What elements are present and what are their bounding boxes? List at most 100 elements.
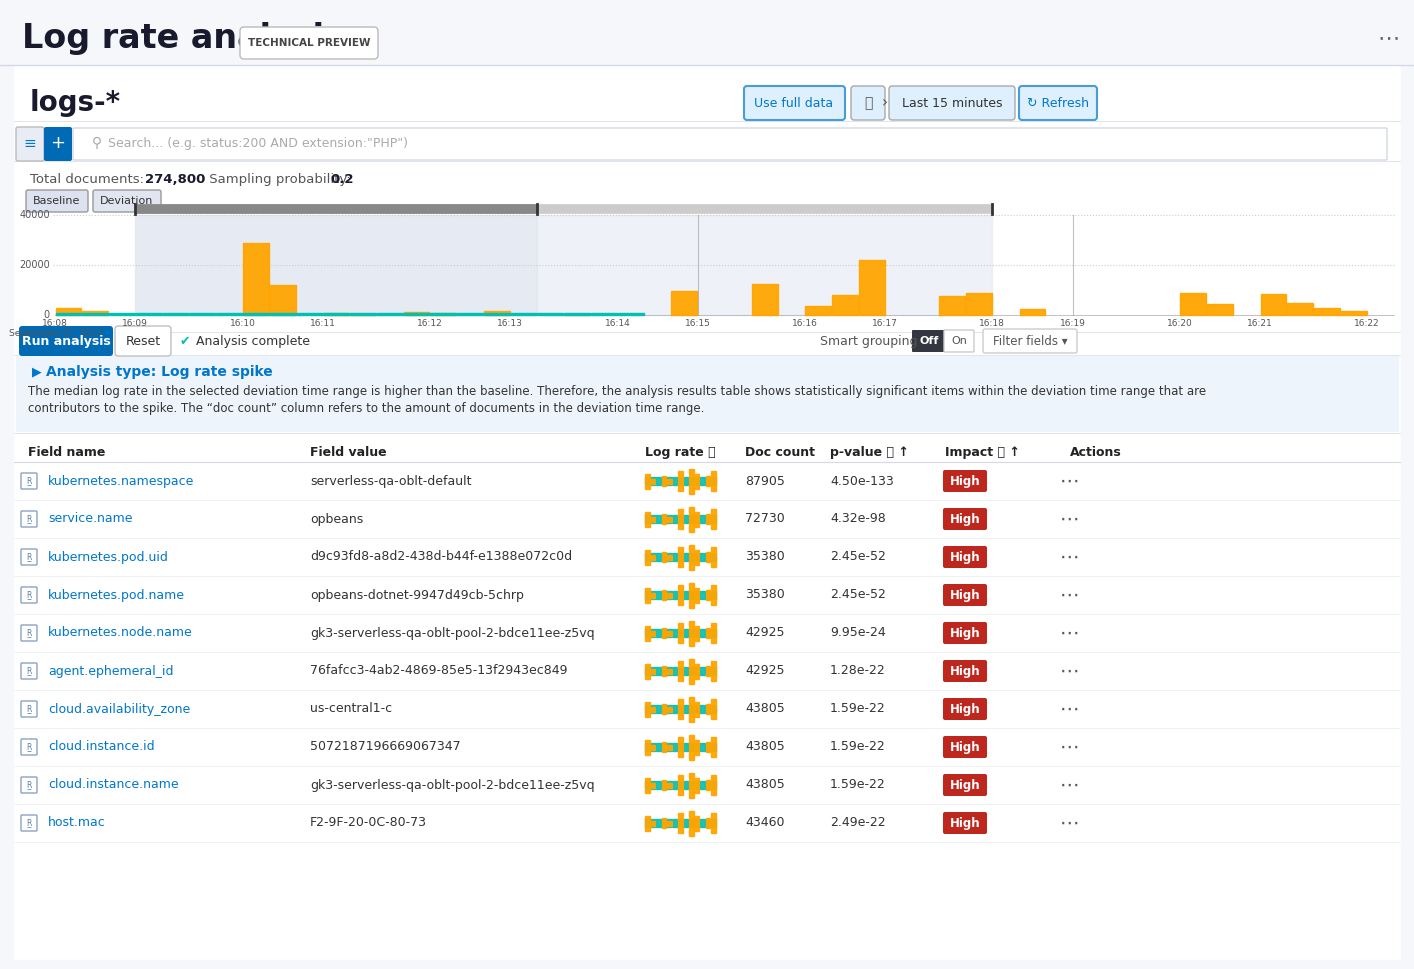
- Text: 1.59e-22: 1.59e-22: [830, 740, 885, 754]
- Text: Impact ⓘ ↑: Impact ⓘ ↑: [945, 446, 1019, 458]
- Bar: [677, 471, 683, 491]
- Bar: [351, 313, 376, 315]
- Bar: [650, 669, 655, 673]
- FancyBboxPatch shape: [21, 473, 37, 489]
- Bar: [706, 743, 710, 751]
- Bar: [677, 775, 683, 795]
- Bar: [711, 781, 715, 789]
- Bar: [673, 819, 677, 827]
- Bar: [706, 552, 710, 562]
- Bar: [677, 661, 683, 681]
- Bar: [270, 285, 296, 315]
- Bar: [656, 743, 660, 751]
- Bar: [662, 590, 666, 600]
- FancyBboxPatch shape: [943, 584, 987, 606]
- Bar: [297, 313, 322, 315]
- FancyBboxPatch shape: [16, 127, 44, 161]
- Bar: [650, 515, 655, 523]
- Bar: [700, 781, 704, 789]
- Text: 16:10: 16:10: [229, 319, 256, 328]
- Text: ⋯: ⋯: [1060, 510, 1080, 528]
- Bar: [667, 819, 672, 827]
- Bar: [656, 819, 660, 827]
- Text: ≡: ≡: [24, 136, 37, 150]
- Bar: [689, 735, 693, 760]
- FancyBboxPatch shape: [943, 698, 987, 720]
- Bar: [662, 476, 666, 486]
- Bar: [109, 313, 134, 315]
- Bar: [694, 549, 699, 565]
- Text: TECHNICAL PREVIEW: TECHNICAL PREVIEW: [247, 38, 370, 48]
- Bar: [677, 705, 683, 713]
- Bar: [243, 242, 269, 315]
- Bar: [662, 704, 666, 714]
- Text: Smart grouping: Smart grouping: [820, 334, 918, 348]
- Bar: [673, 629, 677, 637]
- Bar: [711, 515, 715, 523]
- Bar: [683, 553, 689, 561]
- Bar: [694, 629, 699, 637]
- FancyBboxPatch shape: [889, 86, 1015, 120]
- Bar: [662, 628, 666, 638]
- Text: 43460: 43460: [745, 817, 785, 829]
- Bar: [677, 591, 683, 599]
- Bar: [656, 781, 660, 789]
- Text: 35380: 35380: [745, 588, 785, 602]
- Text: High: High: [950, 740, 980, 754]
- FancyBboxPatch shape: [943, 622, 987, 644]
- Bar: [82, 313, 107, 315]
- Text: 16:19: 16:19: [1059, 319, 1086, 328]
- Bar: [667, 706, 672, 711]
- Text: ⋯: ⋯: [1060, 814, 1080, 832]
- Bar: [645, 702, 649, 716]
- Bar: [689, 477, 693, 485]
- Text: R̲: R̲: [27, 819, 31, 828]
- Bar: [656, 477, 660, 485]
- Text: ⋯: ⋯: [1060, 472, 1080, 490]
- Bar: [484, 313, 510, 315]
- Bar: [706, 628, 710, 638]
- Bar: [645, 816, 649, 830]
- Bar: [645, 819, 649, 827]
- Bar: [618, 313, 643, 315]
- Bar: [689, 743, 693, 751]
- Bar: [645, 515, 649, 523]
- FancyBboxPatch shape: [943, 736, 987, 758]
- Bar: [650, 479, 655, 484]
- Bar: [673, 781, 677, 789]
- Bar: [650, 516, 655, 521]
- FancyBboxPatch shape: [21, 587, 37, 603]
- Bar: [645, 549, 649, 565]
- Text: R̲: R̲: [27, 552, 31, 561]
- Text: kubernetes.namespace: kubernetes.namespace: [48, 475, 194, 487]
- Bar: [677, 515, 683, 523]
- Bar: [650, 743, 655, 751]
- Text: ⚲: ⚲: [92, 136, 102, 150]
- Bar: [689, 810, 693, 835]
- FancyBboxPatch shape: [851, 86, 885, 120]
- Bar: [650, 553, 655, 561]
- Text: ⋯: ⋯: [1060, 700, 1080, 718]
- Bar: [689, 772, 693, 797]
- Bar: [667, 477, 672, 485]
- Bar: [662, 818, 666, 828]
- Bar: [430, 313, 457, 315]
- Text: 42925: 42925: [745, 627, 785, 640]
- FancyBboxPatch shape: [21, 777, 37, 793]
- Bar: [662, 477, 666, 485]
- Bar: [683, 667, 689, 675]
- Bar: [694, 474, 699, 488]
- Bar: [662, 819, 666, 827]
- Bar: [645, 587, 649, 603]
- Bar: [694, 777, 699, 793]
- Text: 76fafcc3-4ab2-4869-85e5-13f2943ec849: 76fafcc3-4ab2-4869-85e5-13f2943ec849: [310, 665, 567, 677]
- Bar: [683, 781, 689, 789]
- Text: R̲: R̲: [27, 780, 31, 790]
- Bar: [650, 592, 655, 598]
- Bar: [667, 515, 672, 523]
- Text: R̲: R̲: [27, 667, 31, 675]
- Text: opbeans-dotnet-9947d49cb-5chrp: opbeans-dotnet-9947d49cb-5chrp: [310, 588, 523, 602]
- Text: ⋯: ⋯: [1060, 775, 1080, 795]
- Bar: [694, 553, 699, 561]
- Bar: [831, 295, 858, 315]
